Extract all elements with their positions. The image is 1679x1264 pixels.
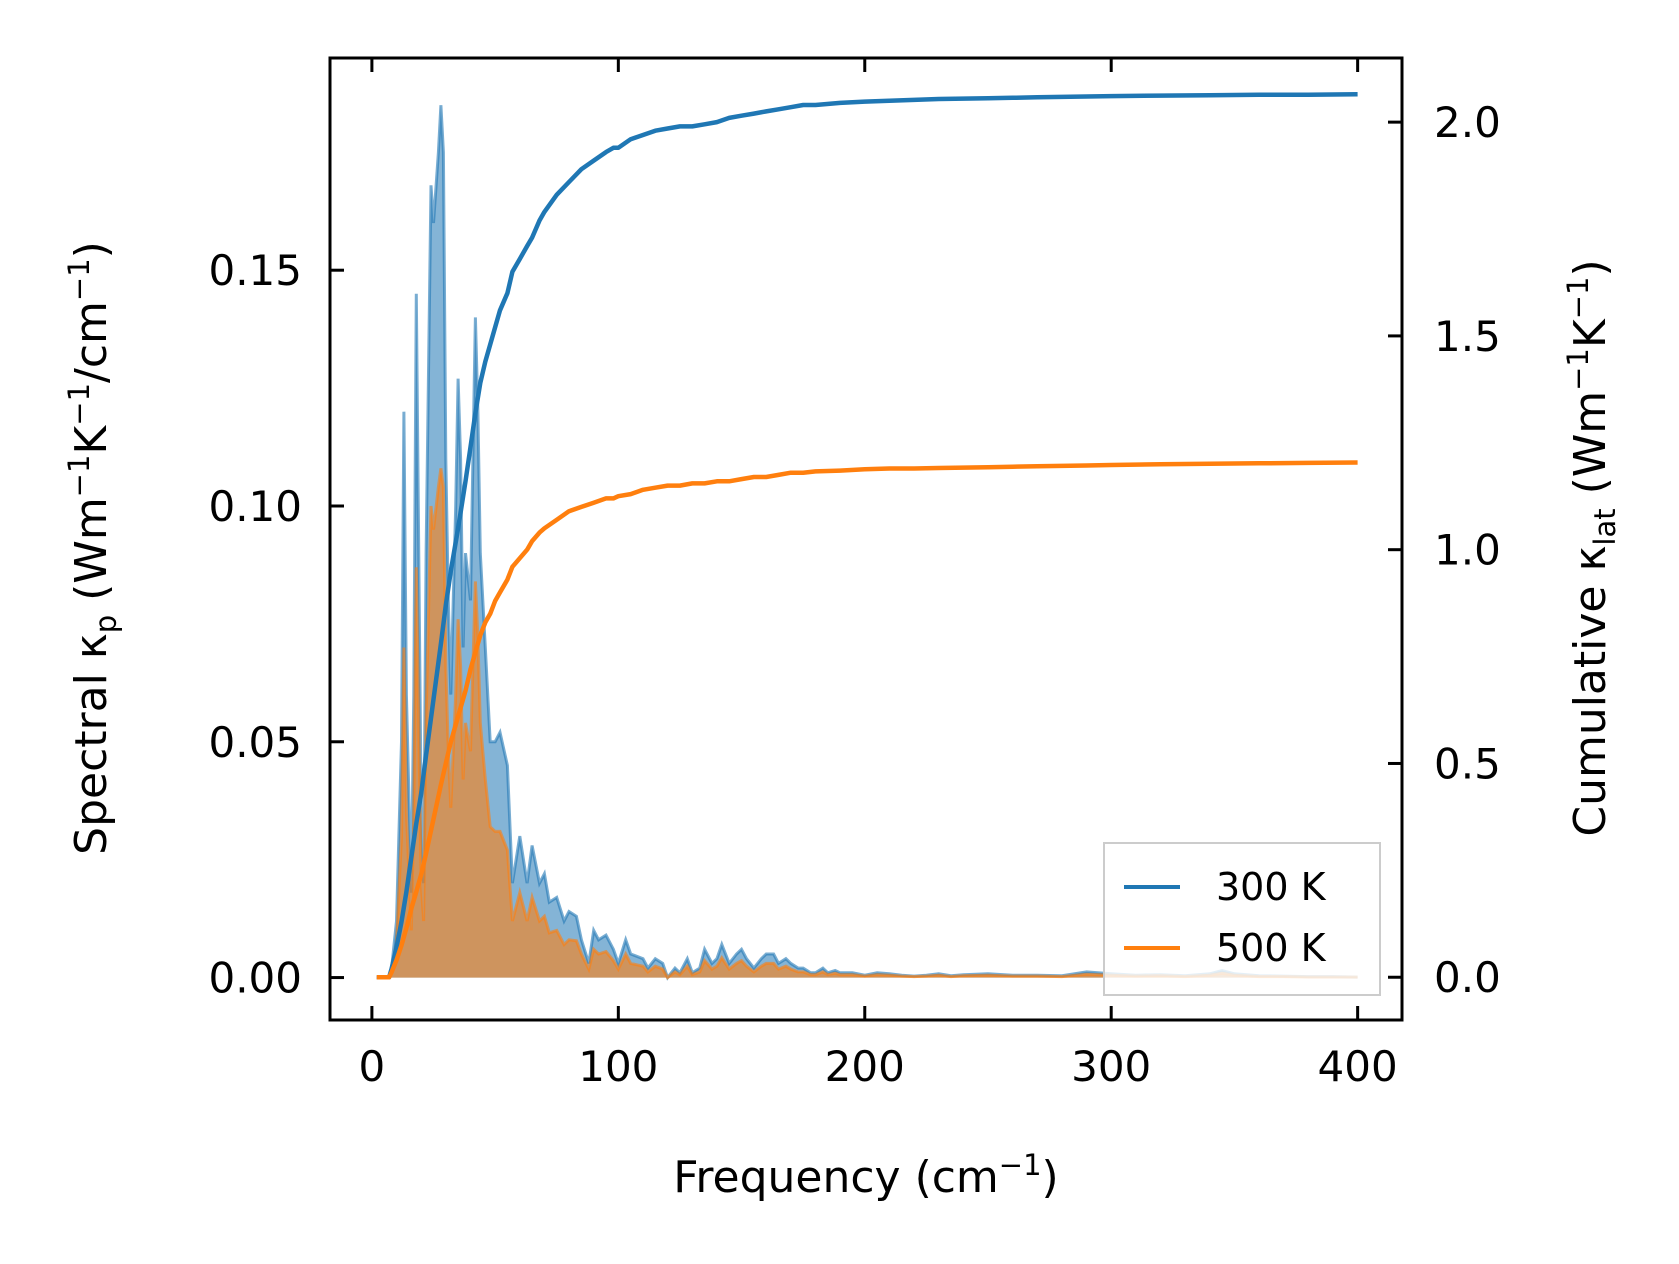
x-tick-label: 300 <box>1071 1042 1151 1091</box>
left-y-tick-label: 0.00 <box>208 954 302 1003</box>
right-y-tick-label: 2.0 <box>1434 98 1501 147</box>
x-tick-label: 400 <box>1318 1042 1398 1091</box>
left-y-axis-label: Spectral κp (Wm−1K−1/cm−1) <box>62 241 123 855</box>
legend: 300 K 500 K <box>1103 842 1381 996</box>
ticks: 0 100 200 300 400 0.00 0.05 0.10 0.15 0.0 0.5 1.0 1.… <box>208 58 1501 1091</box>
left-y-tick-label: 0.05 <box>208 718 302 767</box>
x-tick-label: 100 <box>578 1042 658 1091</box>
right-y-tick-label: 1.5 <box>1434 312 1501 361</box>
x-tick-label: 0 <box>359 1042 386 1091</box>
spectral-line-500k <box>376 468 1358 980</box>
right-y-tick-label: 0.0 <box>1434 953 1501 1002</box>
x-axis-label: Frequency (cm−1) <box>673 1148 1058 1203</box>
left-y-tick-label: 0.10 <box>208 482 302 531</box>
spectral-fill-500k <box>376 468 1358 978</box>
right-y-tick-label: 0.5 <box>1434 739 1501 788</box>
right-y-tick-label: 1.0 <box>1434 526 1501 575</box>
left-y-tick-label: 0.15 <box>208 246 302 295</box>
x-tick-label: 200 <box>825 1042 905 1091</box>
cumulative-line-500k <box>376 460 1358 980</box>
legend-frame <box>1103 842 1381 996</box>
right-y-axis-label: Cumulative κlat (Wm−1K−1) <box>1561 259 1622 836</box>
plot-area <box>376 92 1358 981</box>
legend-label-300k: 300 K <box>1216 865 1327 909</box>
legend-label-500k: 500 K <box>1216 926 1327 970</box>
cumulative-line-300k <box>376 92 1358 980</box>
